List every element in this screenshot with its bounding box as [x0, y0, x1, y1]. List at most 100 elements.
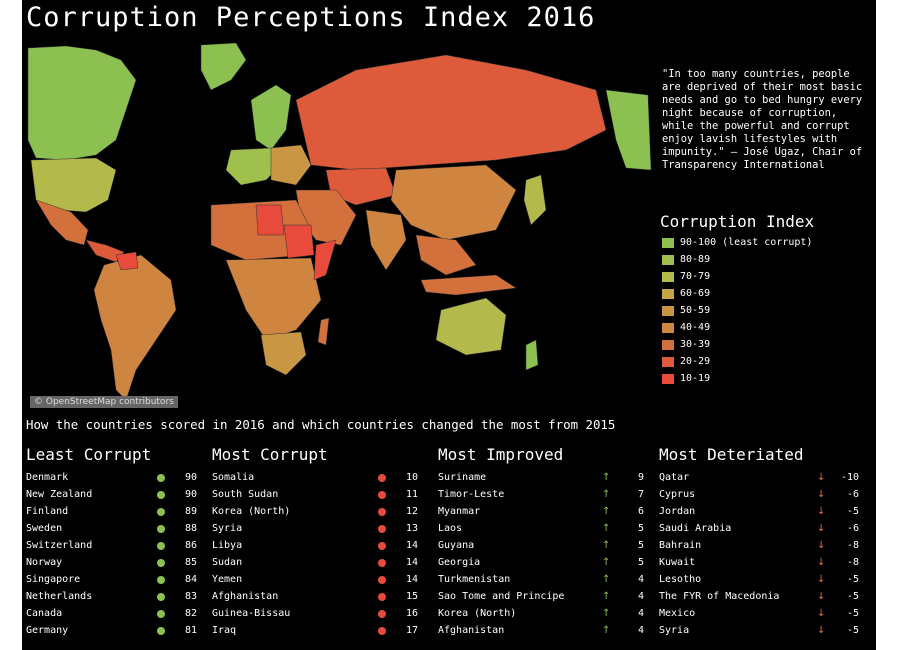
status-dot-icon	[157, 593, 165, 601]
list-item[interactable]: Myanmar ↑ 6	[438, 503, 648, 520]
region-southern-africa[interactable]	[260, 331, 307, 376]
list-item[interactable]: Singapore 84	[26, 571, 201, 588]
region-russia[interactable]	[295, 54, 607, 171]
status-dot-icon	[378, 474, 386, 482]
status-dot-icon	[378, 593, 386, 601]
region-venezuela[interactable]	[115, 251, 139, 271]
change-value: 4	[637, 608, 644, 619]
arrow-up-icon: ↑	[602, 472, 611, 483]
country-name: Sudan	[212, 557, 243, 568]
list-item[interactable]: Iraq 17	[212, 622, 422, 639]
region-libya[interactable]	[255, 204, 285, 236]
world-map[interactable]: © OpenStreetMap contributors	[26, 40, 653, 410]
list-item[interactable]: Syria 13	[212, 520, 422, 537]
list-item[interactable]: Norway 85	[26, 554, 201, 571]
legend-swatch	[662, 254, 674, 265]
region-eastern-europe[interactable]	[270, 144, 312, 186]
status-dot-icon	[157, 559, 165, 567]
region-indonesia[interactable]	[420, 274, 517, 296]
list-item[interactable]: Sao Tome and Principe ↑ 4	[438, 588, 648, 605]
list-item[interactable]: Suriname ↑ 9	[438, 469, 648, 486]
region-madagascar[interactable]	[317, 317, 330, 346]
list-item[interactable]: Canada 82	[26, 605, 201, 622]
list-item[interactable]: The FYR of Macedonia ↓ -5	[659, 588, 863, 605]
list-item[interactable]: Qatar ↓ -10	[659, 469, 863, 486]
legend-swatch	[662, 288, 674, 299]
region-china[interactable]	[390, 164, 517, 241]
list-item[interactable]: Netherlands 83	[26, 588, 201, 605]
country-name: Cyprus	[659, 489, 696, 500]
infographic-panel: Corruption Perceptions Index 2016	[22, 0, 876, 650]
map-svg[interactable]	[26, 40, 653, 410]
list-item[interactable]: Finland 89	[26, 503, 201, 520]
list-item[interactable]: Syria ↓ -5	[659, 622, 863, 639]
list-item[interactable]: Jordan ↓ -5	[659, 503, 863, 520]
country-name: Afghanistan	[212, 591, 279, 602]
list-item[interactable]: South Sudan 11	[212, 486, 422, 503]
list-item[interactable]: Germany 81	[26, 622, 201, 639]
region-new-zealand[interactable]	[525, 339, 539, 371]
region-alaska-east[interactable]	[605, 89, 652, 171]
region-australia[interactable]	[435, 297, 507, 356]
list-item[interactable]: Georgia ↑ 5	[438, 554, 648, 571]
list-item[interactable]: Guyana ↑ 5	[438, 537, 648, 554]
region-japan[interactable]	[523, 174, 547, 226]
list-item[interactable]: New Zealand 90	[26, 486, 201, 503]
country-name: Sweden	[26, 523, 63, 534]
list-item[interactable]: Denmark 90	[26, 469, 201, 486]
list-item[interactable]: Timor-Leste ↑ 7	[438, 486, 648, 503]
list-item[interactable]: Yemen 14	[212, 571, 422, 588]
score-value: 90	[184, 489, 197, 500]
most-improved-heading: Most Improved	[438, 445, 564, 464]
list-item[interactable]: Saudi Arabia ↓ -6	[659, 520, 863, 537]
country-name: Singapore	[26, 574, 81, 585]
country-name: Jordan	[659, 506, 696, 517]
country-name: Somalia	[212, 472, 255, 483]
list-item[interactable]: Korea (North) ↑ 4	[438, 605, 648, 622]
region-sudan[interactable]	[283, 224, 315, 259]
legend-item: 70-79	[662, 268, 812, 285]
list-item[interactable]: Sweden 88	[26, 520, 201, 537]
change-value: -8	[846, 557, 859, 568]
list-item[interactable]: Switzerland 86	[26, 537, 201, 554]
region-scandinavia[interactable]	[250, 84, 292, 151]
list-item[interactable]: Afghanistan 15	[212, 588, 422, 605]
country-name: Qatar	[659, 472, 690, 483]
region-somalia[interactable]	[313, 239, 337, 281]
list-item[interactable]: Korea (North) 12	[212, 503, 422, 520]
list-item[interactable]: Mexico ↓ -5	[659, 605, 863, 622]
list-item[interactable]: Bahrain ↓ -8	[659, 537, 863, 554]
list-item[interactable]: Libya 14	[212, 537, 422, 554]
region-southeast-asia[interactable]	[415, 234, 477, 276]
region-central-africa[interactable]	[225, 257, 322, 341]
region-greenland[interactable]	[200, 42, 247, 91]
score-value: 14	[405, 557, 418, 568]
country-name: Libya	[212, 540, 243, 551]
score-value: 14	[405, 540, 418, 551]
list-item[interactable]: Sudan 14	[212, 554, 422, 571]
country-name: Syria	[212, 523, 243, 534]
change-value: 4	[637, 591, 644, 602]
list-item[interactable]: Afghanistan ↑ 4	[438, 622, 648, 639]
score-value: 90	[184, 472, 197, 483]
region-south-america[interactable]	[93, 254, 177, 401]
list-item[interactable]: Laos ↑ 5	[438, 520, 648, 537]
list-item[interactable]: Somalia 10	[212, 469, 422, 486]
list-item[interactable]: Cyprus ↓ -6	[659, 486, 863, 503]
list-item[interactable]: Guinea-Bissau 16	[212, 605, 422, 622]
region-canada[interactable]	[27, 45, 137, 161]
map-attribution[interactable]: © OpenStreetMap contributors	[30, 396, 178, 408]
list-item[interactable]: Kuwait ↓ -8	[659, 554, 863, 571]
country-name: Denmark	[26, 472, 69, 483]
country-name: Laos	[438, 523, 463, 534]
list-item[interactable]: Lesotho ↓ -5	[659, 571, 863, 588]
arrow-up-icon: ↑	[602, 557, 611, 568]
arrow-up-icon: ↑	[602, 489, 611, 500]
region-mexico[interactable]	[35, 199, 89, 246]
quote-text: "In too many countries, people are depri…	[662, 68, 869, 171]
country-name: Canada	[26, 608, 63, 619]
list-item[interactable]: Turkmenistan ↑ 4	[438, 571, 648, 588]
arrow-down-icon: ↓	[817, 625, 826, 636]
legend-item: 60-69	[662, 285, 812, 302]
region-india[interactable]	[365, 209, 407, 271]
